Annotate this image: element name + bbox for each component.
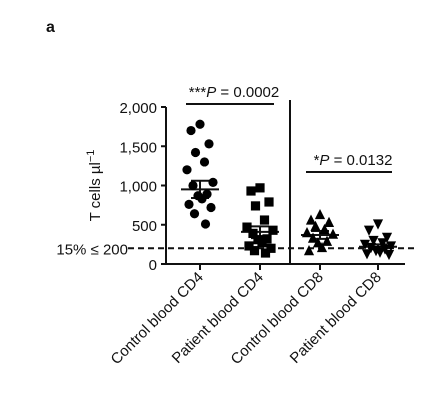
data-point (260, 248, 271, 258)
data-point (257, 238, 267, 248)
data-point (242, 222, 252, 232)
data-point (305, 214, 317, 225)
data-point (255, 183, 265, 193)
data-point (262, 234, 272, 244)
panel-label: a (46, 19, 55, 36)
data-point (307, 232, 319, 243)
data-point (372, 219, 384, 230)
data-point (383, 249, 395, 261)
y-tick-label: 0 (149, 257, 157, 274)
data-point (379, 244, 391, 255)
y-axis-label: T cells µl−1 (85, 150, 104, 222)
data-point (249, 246, 260, 256)
data-point (359, 239, 371, 250)
chart-marks (181, 103, 397, 261)
data-point (368, 235, 379, 247)
data-point (374, 247, 386, 258)
data-point (303, 245, 315, 256)
y-tick-label: 1,000 (119, 179, 157, 196)
chart-labels: 0 500 1,000 1,500 2,000 15% ≤ 200 T cells µl−1… (56, 84, 392, 368)
data-point (182, 165, 192, 175)
data-point (197, 194, 207, 204)
data-point (184, 199, 194, 209)
data-point (246, 186, 256, 196)
data-point (361, 249, 373, 260)
y-tick-label: 1,500 (119, 139, 157, 156)
data-point (385, 241, 397, 252)
data-point (189, 209, 200, 219)
data-point (190, 147, 201, 158)
data-point (259, 215, 270, 225)
y-tick-label: 500 (132, 218, 157, 235)
data-point (186, 125, 196, 136)
threshold-label: 15% ≤ 200 (56, 241, 128, 258)
data-point (321, 235, 333, 246)
data-point (377, 238, 388, 249)
data-point (199, 157, 210, 167)
data-point (206, 202, 216, 213)
data-point (363, 225, 375, 236)
data-point (200, 219, 211, 229)
data-point (310, 220, 321, 231)
data-point (264, 197, 274, 207)
data-point (268, 225, 278, 235)
data-point (365, 242, 377, 254)
data-point (195, 119, 205, 129)
data-point (244, 241, 254, 251)
data-point (208, 177, 218, 187)
data-point (248, 228, 258, 238)
significance-label: *P = 0.0132 (314, 152, 393, 169)
data-point (250, 201, 261, 211)
data-point (323, 216, 335, 227)
data-point (266, 243, 276, 253)
data-point (316, 241, 328, 253)
data-point (381, 232, 393, 243)
data-point (327, 228, 339, 239)
data-point (204, 139, 214, 149)
significance-label: ***P = 0.0002 (189, 84, 280, 101)
data-point (188, 180, 198, 191)
data-point (301, 227, 313, 238)
data-point (319, 223, 330, 235)
data-point (314, 208, 326, 220)
y-tick-label: 2,000 (119, 100, 157, 117)
